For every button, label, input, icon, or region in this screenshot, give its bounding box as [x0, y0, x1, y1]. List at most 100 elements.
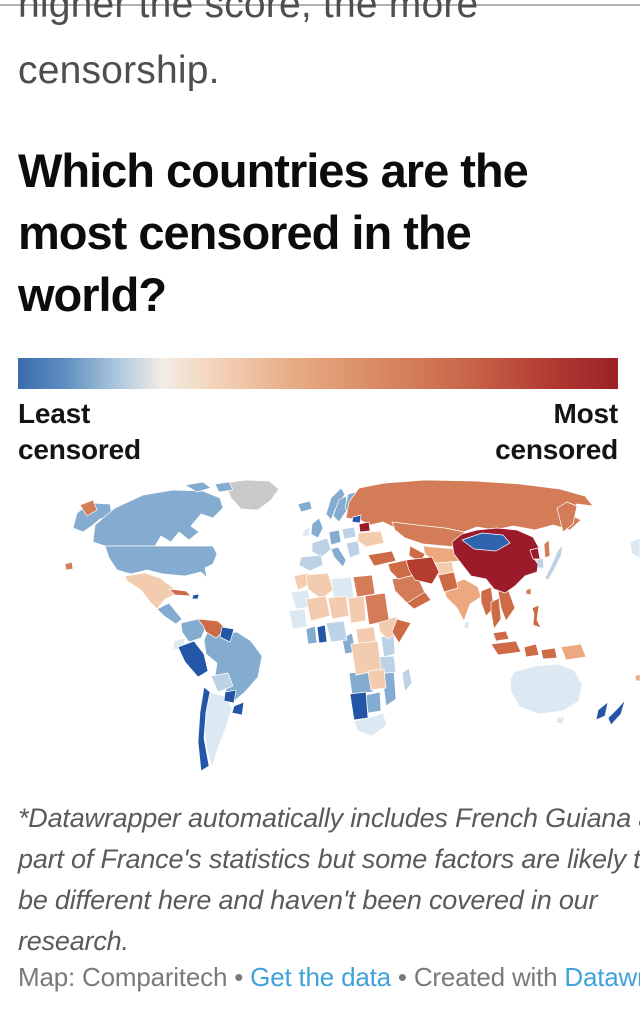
region-sudan[interactable]: [364, 592, 390, 626]
region-malaysia[interactable]: [492, 630, 510, 642]
region-norway[interactable]: [325, 487, 346, 521]
region-guyana[interactable]: [219, 626, 235, 643]
region-yemen-oman[interactable]: [406, 591, 432, 610]
region-germany[interactable]: [328, 529, 342, 546]
region-taiwan[interactable]: [525, 587, 532, 596]
region-united-kingdom[interactable]: [310, 517, 324, 539]
region-venezuela[interactable]: [197, 618, 227, 639]
region-mongolia[interactable]: [461, 532, 511, 552]
region-mali[interactable]: [305, 595, 331, 622]
top-divider-rule: [0, 4, 640, 6]
region-ivory-coast[interactable]: [305, 625, 318, 645]
region-belarus[interactable]: [358, 521, 371, 533]
region-zambia[interactable]: [367, 668, 387, 691]
world-choropleth-map: [65, 480, 640, 775]
legend-most-line2: censored: [495, 434, 618, 465]
regions-medium-blue: [72, 481, 397, 714]
region-somalia[interactable]: [391, 618, 412, 644]
region-canada[interactable]: [92, 489, 224, 547]
region-argentina[interactable]: [203, 691, 233, 768]
region-senegal-guinea[interactable]: [288, 608, 308, 630]
region-indonesia-3[interactable]: [540, 647, 558, 660]
region-estonia[interactable]: [351, 514, 362, 524]
region-russia[interactable]: [345, 480, 594, 533]
legend-label-most: Most censored: [495, 396, 618, 468]
region-usa[interactable]: [104, 545, 218, 579]
title-line-2: most censored in the: [18, 206, 472, 259]
region-thailand[interactable]: [490, 597, 502, 630]
region-haiti[interactable]: [191, 593, 200, 600]
region-canada-arctic-2[interactable]: [214, 481, 234, 493]
region-ukraine[interactable]: [357, 530, 385, 548]
region-chad[interactable]: [347, 595, 367, 624]
world-map-svg: [65, 480, 640, 772]
region-chukotka-fragment[interactable]: [79, 499, 98, 517]
region-ghana[interactable]: [316, 624, 328, 644]
region-new-zealand-north[interactable]: [607, 699, 626, 726]
region-kamchatka[interactable]: [556, 501, 578, 533]
region-new-zealand-south[interactable]: [595, 701, 609, 721]
regions-dark-navy: [177, 514, 626, 772]
region-balkans[interactable]: [345, 540, 361, 559]
attribution-separator-1: •: [227, 962, 251, 992]
region-sakhalin[interactable]: [543, 539, 551, 559]
region-central-america[interactable]: [156, 602, 183, 625]
region-fiji[interactable]: [634, 673, 640, 682]
region-peru[interactable]: [177, 640, 209, 678]
map-footnote: *Datawrapper automatically includes Fren…: [18, 798, 640, 962]
region-sri-lanka[interactable]: [463, 620, 470, 630]
region-pakistan[interactable]: [437, 571, 459, 593]
region-turkey[interactable]: [367, 550, 397, 567]
region-nigeria[interactable]: [325, 620, 348, 643]
title-line-1: Which countries are the: [18, 144, 529, 197]
region-madagascar[interactable]: [401, 667, 413, 693]
region-uruguay[interactable]: [231, 701, 245, 716]
region-tasmania[interactable]: [555, 715, 565, 725]
region-australia[interactable]: [509, 663, 583, 715]
get-the-data-link[interactable]: Get the data: [250, 962, 391, 992]
region-botswana[interactable]: [365, 691, 382, 714]
legend-gradient-bar: [18, 358, 618, 389]
legend-most-line1: Most: [553, 398, 618, 429]
region-pacific-island[interactable]: [65, 561, 74, 571]
intro-paragraph: higher the score, the more censorship.: [18, 0, 622, 104]
region-mexico[interactable]: [124, 572, 178, 610]
region-bolivia[interactable]: [210, 672, 234, 693]
regions-no-data: [224, 480, 280, 511]
region-namibia[interactable]: [349, 691, 369, 721]
regions-red-orange: [405, 556, 440, 585]
region-iran[interactable]: [405, 556, 440, 585]
region-iceland[interactable]: [297, 500, 313, 513]
region-france[interactable]: [311, 537, 332, 558]
region-philippines[interactable]: [531, 604, 542, 629]
region-egypt[interactable]: [352, 574, 376, 598]
region-bering-fragment[interactable]: [629, 537, 640, 559]
footnote-line-2: part of France's statistics but some fac…: [18, 844, 640, 874]
datawrapper-link[interactable]: Datawrapper: [564, 962, 640, 992]
regions-strong-blue: [461, 532, 511, 552]
region-poland[interactable]: [341, 526, 357, 540]
region-indonesia-2[interactable]: [523, 643, 540, 658]
region-japan[interactable]: [544, 544, 564, 581]
region-paraguay[interactable]: [223, 689, 237, 704]
region-spain[interactable]: [298, 554, 324, 572]
region-papua-new-guinea[interactable]: [560, 643, 587, 661]
footnote-line-3: be different here and haven't been cover…: [18, 885, 598, 915]
attribution-created-with: • Created with: [390, 962, 565, 992]
regions-salmon: [65, 480, 594, 626]
region-chile[interactable]: [197, 686, 211, 772]
region-ireland[interactable]: [301, 526, 311, 537]
title-line-3: world?: [18, 268, 167, 321]
regions-light-blue: [210, 526, 564, 693]
intro-line-2: censorship.: [18, 49, 220, 92]
region-cuba[interactable]: [168, 588, 192, 597]
region-algeria[interactable]: [305, 572, 334, 600]
region-north-korea[interactable]: [529, 547, 541, 560]
region-indonesia-1[interactable]: [490, 640, 522, 656]
region-canada-arctic-1[interactable]: [184, 481, 212, 493]
region-niger[interactable]: [327, 595, 350, 620]
region-italy[interactable]: [330, 546, 347, 568]
region-greenland[interactable]: [224, 480, 280, 511]
page-title: Which countries are the most censored in…: [18, 140, 628, 326]
